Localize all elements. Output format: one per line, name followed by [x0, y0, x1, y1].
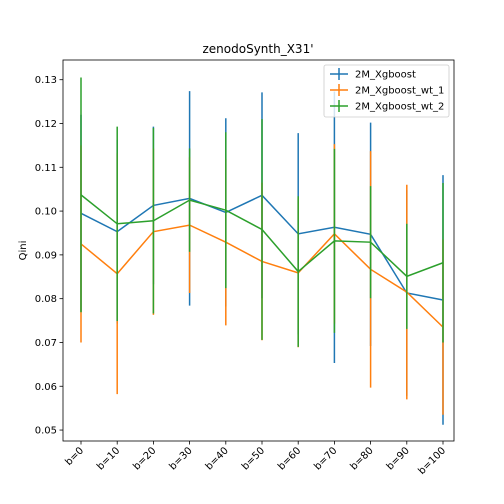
y-axis-label: Qini	[18, 241, 29, 261]
y-tick-label: 0.09	[35, 250, 57, 261]
y-tick-label: 0.13	[35, 75, 57, 86]
y-tick-label: 0.08	[35, 294, 57, 305]
chart-title: zenodoSynth_X31'	[202, 42, 313, 56]
y-tick-label: 0.07	[35, 338, 57, 349]
legend-label: 2M_Xgboost	[355, 70, 416, 81]
y-tick-label: 0.12	[35, 119, 57, 130]
legend-label: 2M_Xgboost_wt_2	[355, 102, 444, 113]
legend-label: 2M_Xgboost_wt_1	[355, 86, 444, 97]
y-tick-label: 0.10	[35, 207, 57, 218]
y-tick-label: 0.11	[35, 163, 57, 174]
y-tick-label: 0.06	[35, 382, 57, 393]
legend: 2M_Xgboost 2M_Xgboost_wt_1 2M_Xgboost_wt_2	[324, 65, 449, 117]
y-tick-label: 0.05	[35, 426, 57, 437]
